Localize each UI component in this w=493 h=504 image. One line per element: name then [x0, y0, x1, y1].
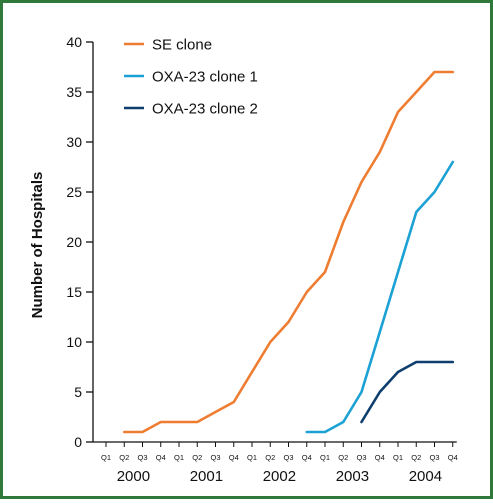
quarter-label: Q3 [137, 453, 147, 462]
year-label: 2003 [336, 468, 369, 485]
y-tick-label: 10 [66, 334, 82, 350]
quarter-label: Q1 [247, 453, 257, 462]
quarter-label: Q3 [429, 453, 439, 462]
quarter-label: Q2 [338, 453, 348, 462]
quarter-label: Q1 [101, 453, 111, 462]
quarter-label: Q2 [265, 453, 275, 462]
year-label: 2002 [263, 468, 296, 485]
series-line-2 [305, 160, 455, 434]
quarter-label: Q4 [375, 453, 385, 462]
quarter-label: Q4 [448, 453, 458, 462]
year-label: 2004 [409, 468, 442, 485]
legend-label: OXA-23 clone 1 [152, 69, 258, 86]
y-axis-label: Number of Hospitals [29, 172, 46, 319]
axes: 0 5 10 15 20 25 30 35 40 Q1 Q2 Q3 Q4 Q1 Q2 Q3 Q4 Q1 Q2 Q3 Q4… [66, 34, 457, 485]
y-tick-label: 15 [66, 284, 82, 300]
quarter-label: Q3 [356, 453, 366, 462]
quarter-label: Q4 [229, 453, 239, 462]
y-tick-label: 5 [74, 384, 82, 400]
series-line-3 [360, 360, 455, 424]
y-tick-label: 40 [66, 34, 82, 50]
series-layer [123, 70, 455, 434]
y-tick-label: 0 [74, 434, 82, 450]
legend: SE clone OXA-23 clone 1 OXA-23 clone 2 [124, 37, 258, 118]
y-tick-label: 30 [66, 134, 82, 150]
quarter-label: Q2 [192, 453, 202, 462]
quarter-label: Q4 [156, 453, 166, 462]
year-label: 2001 [190, 468, 223, 485]
quarter-label: Q1 [174, 453, 184, 462]
quarter-label: Q2 [411, 453, 421, 462]
legend-label: SE clone [152, 37, 212, 54]
quarter-label: Q3 [210, 453, 220, 462]
quarter-label: Q1 [320, 453, 330, 462]
y-tick-label: 25 [66, 184, 82, 200]
y-tick-label: 35 [66, 84, 82, 100]
quarter-label: Q2 [119, 453, 129, 462]
quarter-label: Q4 [302, 453, 312, 462]
series-line-1 [123, 70, 455, 434]
quarter-label: Q3 [283, 453, 293, 462]
legend-label: OXA-23 clone 2 [152, 101, 258, 118]
y-tick-label: 20 [66, 234, 82, 250]
year-label: 2000 [117, 468, 150, 485]
quarter-label: Q1 [393, 453, 403, 462]
